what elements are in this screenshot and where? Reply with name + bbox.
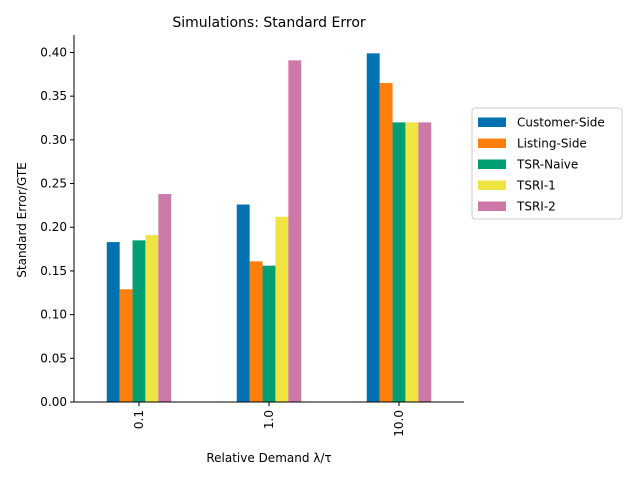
y-tick-label: 0.15 [40,264,67,278]
legend-label: Customer-Side [517,116,605,130]
y-axis-label: Standard Error/GTE [15,162,29,277]
legend-label: TSR-Naive [516,158,578,172]
bar-tsri-2-1_0 [288,60,302,403]
bar-tsri-2-0_1 [158,194,172,402]
bar-customer-side-10_0 [366,53,380,402]
x-axis-ticks: 0.1 1.0 10.0 [132,402,406,437]
bar-tsr-naive-10_0 [392,122,406,402]
y-axis-ticks: 0.00 0.05 0.10 0.15 0.20 0.25 0.30 0.35 0.40 [40,45,74,409]
y-tick-label: 0.25 [40,177,67,191]
bar-tsri-1-1_0 [275,216,289,402]
bar-customer-side-0_1 [106,242,120,402]
bar-tsr-naive-0_1 [132,240,146,402]
legend-swatch [478,180,506,190]
legend: Customer-Side Listing-Side TSR-Naive TSRI-1… [471,107,623,220]
legend-label: Listing-Side [517,137,587,151]
y-tick-label: 0.30 [40,133,67,147]
y-tick-label: 0.35 [40,89,67,103]
y-tick-label: 0.10 [40,308,67,322]
chart-title: Simulations: Standard Error [172,15,366,31]
legend-swatch [478,159,506,169]
x-tick-label: 1.0 [262,410,276,429]
y-tick-label: 0.00 [40,395,67,409]
bar-listing-side-1_0 [249,261,263,402]
x-axis-label: Relative Demand λ/τ [206,451,331,465]
bar-tsri-1-0_1 [145,235,159,402]
legend-swatch [478,201,506,211]
y-tick-label: 0.05 [40,351,67,365]
legend-swatch [478,138,506,148]
bar-listing-side-10_0 [379,83,393,402]
bar-group [106,53,432,403]
bar-customer-side-1_0 [236,204,250,402]
x-axis-label-text: Relative Demand λ/τ [206,451,331,465]
legend-label: TSRI-1 [516,179,556,193]
x-tick-label: 0.1 [132,410,146,429]
x-tick-label: 10.0 [392,410,406,437]
y-tick-label: 0.20 [40,220,67,234]
legend-swatch [478,117,506,127]
bar-tsri-1-10_0 [405,122,419,402]
bar-tsr-naive-1_0 [262,265,276,402]
bar-listing-side-0_1 [119,289,133,402]
legend-label: TSRI-2 [516,200,556,214]
y-tick-label: 0.40 [40,45,67,59]
bar-tsri-2-10_0 [418,122,432,402]
legend-frame [471,107,623,220]
